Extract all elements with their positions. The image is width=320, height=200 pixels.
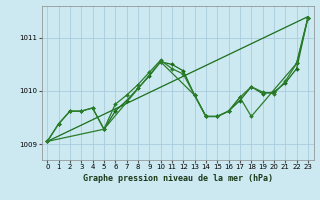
X-axis label: Graphe pression niveau de la mer (hPa): Graphe pression niveau de la mer (hPa) (83, 174, 273, 183)
